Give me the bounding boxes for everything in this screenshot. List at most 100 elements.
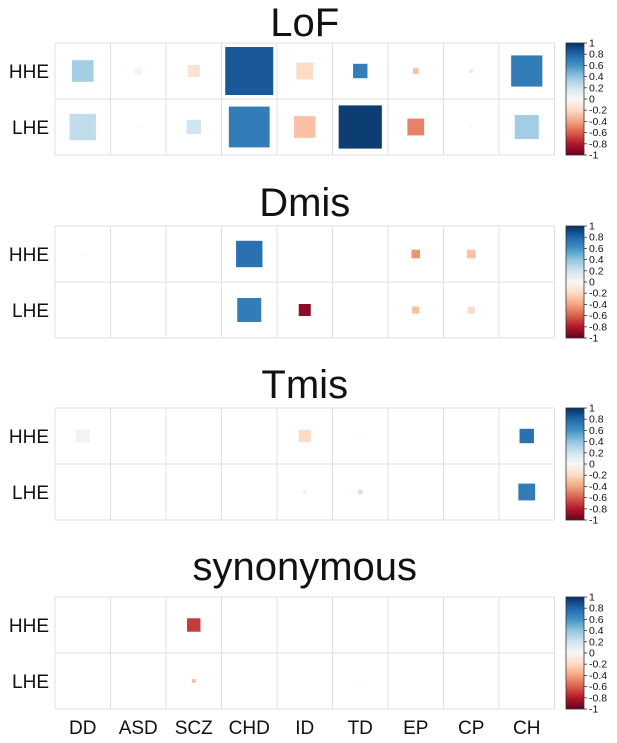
heatmap-panels: LoFHHELHE10.80.60.40.20-0.2-0.4-0.6-0.8-… — [9, 1, 607, 716]
heatmap-cell-HHE-SCZ — [187, 618, 201, 632]
heatmap-cell-HHE-SCZ — [187, 65, 200, 77]
x-axis-label-ID: ID — [295, 718, 314, 739]
heatmap-panel-synonymous: synonymous HHE LHE 10.80.60.40.20-0.2-0.4-0… — [9, 545, 607, 716]
row-label-LHE: LHE — [12, 483, 49, 504]
heatmap-cell-HHE-TD — [359, 434, 362, 438]
colorbar-tick-label: -1 — [589, 704, 598, 716]
heatmap-cell-HHE-CH — [511, 55, 543, 87]
colorbar: 10.80.60.40.20-0.2-0.4-0.6-0.8-1 — [565, 403, 607, 527]
heatmap-cell-LHE-ID — [293, 116, 316, 138]
colorbar-tick-label: -0.6 — [589, 310, 607, 322]
colorbar-tick-label: 0.2 — [589, 447, 604, 459]
colorbar: 10.80.60.40.20-0.2-0.4-0.6-0.8-1 — [565, 38, 607, 162]
colorbar-gradient — [565, 225, 585, 339]
colorbar-tick-label: 0.4 — [589, 625, 604, 637]
heatmap-cell-LHE-CHD — [228, 106, 270, 148]
heatmap-cell-LHE-SCZ — [186, 119, 201, 135]
colorbar-tick-label: -0.2 — [589, 288, 607, 300]
colorbar-tick-label: 0.4 — [589, 254, 604, 266]
heatmap-cell-LHE-CH — [518, 483, 536, 501]
row-label-HHE: HHE — [9, 427, 49, 448]
colorbar-tick-label: -1 — [589, 333, 598, 345]
heatmap-cell-HHE-DD — [81, 252, 84, 256]
colorbar-gradient — [565, 407, 585, 521]
colorbar-tick-label: 0.4 — [589, 71, 604, 83]
heatmap-cell-HHE-EP — [412, 68, 419, 74]
colorbar-tick-label: -0.6 — [589, 127, 607, 139]
colorbar-tick-label: 0.6 — [589, 614, 604, 626]
colorbar-gradient — [565, 596, 585, 710]
heatmap-panel-Dmis: Dmis HHE LHE 10.80.60.40.20-0.2-0.4-0.6-0.8… — [9, 181, 607, 345]
heatmap-cell-LHE-ASD — [137, 125, 140, 129]
colorbar-tick-label: 0.4 — [589, 436, 604, 448]
colorbar-tick-label: 0.8 — [589, 603, 604, 615]
panel-title: Tmis — [261, 363, 348, 407]
x-axis-label-CH: CH — [513, 718, 540, 739]
heatmap-cell-LHE-SCZ — [191, 679, 196, 683]
row-label-HHE: HHE — [9, 62, 49, 83]
colorbar-tick-label: -0.8 — [589, 321, 607, 333]
colorbar-tick-label: 1 — [589, 38, 595, 50]
heatmap-panel-LoF: LoF HHE LHE 10.80.60.40.20-0.2-0.4-0.6-0.8-… — [9, 1, 607, 162]
x-axis-label-CHD: CHD — [229, 718, 270, 739]
panel-grid — [54, 225, 555, 339]
colorbar-tick-label: -0.4 — [589, 670, 607, 682]
heatmap-cell-LHE-CP — [467, 306, 475, 314]
colorbar-tick-label: 0 — [589, 94, 595, 106]
x-axis-label-ASD: ASD — [119, 718, 158, 739]
colorbar-tick-label: 1 — [589, 221, 595, 233]
colorbar-tick-label: 0.2 — [589, 636, 604, 648]
heatmap-cell-LHE-TD — [357, 489, 363, 495]
heatmap-cell-LHE-ID — [298, 304, 311, 316]
colorbar-tick-label: -0.4 — [589, 299, 607, 311]
colorbar-tick-label: 0.6 — [589, 243, 604, 255]
row-label-HHE: HHE — [9, 616, 49, 637]
colorbar-tick-label: -0.2 — [589, 105, 607, 117]
heatmap-cell-LHE-EP — [407, 118, 425, 136]
row-label-LHE: LHE — [12, 118, 49, 139]
panel-title: Dmis — [259, 181, 350, 225]
heatmap-cell-HHE-CP — [466, 249, 476, 259]
colorbar-tick-label: -0.2 — [589, 659, 607, 671]
x-axis-label-SCZ: SCZ — [175, 718, 213, 739]
colorbar-tick-label: 1 — [589, 592, 595, 604]
heatmap-cell-LHE-CH — [514, 115, 539, 139]
heatmap-cell-HHE-DD — [76, 429, 90, 443]
panel-grid — [54, 407, 555, 521]
colorbar-tick-label: -0.2 — [589, 470, 607, 482]
row-label-LHE: LHE — [12, 672, 49, 693]
colorbar: 10.80.60.40.20-0.2-0.4-0.6-0.8-1 — [565, 221, 607, 345]
colorbar-tick-label: -1 — [589, 515, 598, 527]
colorbar-tick-label: 0.8 — [589, 414, 604, 426]
colorbar-tick-label: 1 — [589, 403, 595, 415]
colorbar-tick-label: -0.8 — [589, 138, 607, 150]
panel-grid — [54, 596, 555, 710]
heatmap-panel-Tmis: Tmis HHE LHE 10.80.60.40.20-0.2-0.4-0.6-0.8… — [9, 363, 607, 527]
heatmap-cell-LHE-TD — [338, 105, 382, 149]
heatmap-cell-LHE-DD — [69, 113, 96, 141]
heatmap-cell-HHE-ID — [296, 62, 314, 80]
heatmap-cell-HHE-CHD — [225, 47, 274, 95]
colorbar-tick-label: -0.8 — [589, 503, 607, 515]
colorbar-gradient — [565, 42, 585, 156]
x-axis-label-TD: TD — [348, 718, 373, 739]
x-axis-labels: DD ASD SCZ CHD ID TD EP CP CH — [69, 718, 540, 739]
heatmap-cell-HHE-TD — [353, 63, 368, 79]
colorbar-tick-label: 0 — [589, 277, 595, 289]
colorbar-tick-label: -0.6 — [589, 492, 607, 504]
colorbar-tick-label: -0.4 — [589, 481, 607, 493]
heatmap-cell-HHE-CHD — [236, 240, 263, 268]
colorbar-tick-label: 0.2 — [589, 82, 604, 94]
heatmap-cell-HHE-ID — [298, 430, 311, 442]
colorbar-tick-label: -0.6 — [589, 681, 607, 693]
heatmap-cell-HHE-EP — [411, 249, 421, 259]
colorbar-tick-label: 0.2 — [589, 265, 604, 277]
colorbar-tick-label: 0 — [589, 459, 595, 471]
colorbar-tick-label: 0.6 — [589, 60, 604, 72]
colorbar-tick-label: 0 — [589, 648, 595, 660]
panel-title: synonymous — [192, 545, 417, 589]
heatmap-cell-LHE-EP — [412, 306, 420, 314]
x-axis-label-EP: EP — [403, 718, 428, 739]
colorbar-tick-label: -1 — [589, 150, 598, 162]
